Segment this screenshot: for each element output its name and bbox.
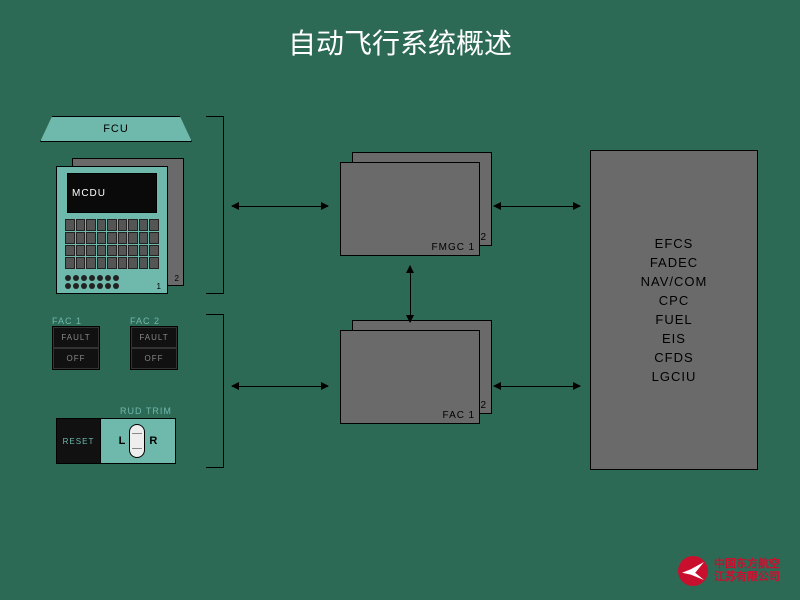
mcdu-screen: MCDU <box>67 173 157 213</box>
fmgc-index-1: 1 <box>468 242 475 253</box>
fac1-off: OFF <box>53 348 99 369</box>
company-logo: 中国东方航空 江苏有限公司 <box>678 556 780 586</box>
rud-trim-panel: RESET L R <box>56 418 176 464</box>
rud-trim-knob[interactable] <box>129 424 145 458</box>
bracket-top <box>206 116 224 294</box>
mcdu-keypad <box>65 219 159 269</box>
logo-line2: 江苏有限公司 <box>714 571 780 584</box>
arrow-mcdu-fmgc <box>232 206 328 207</box>
sys-fuel: FUEL <box>655 312 692 327</box>
mcdu-dots <box>65 275 119 289</box>
fac2-group: FAC 2 FAULT OFF <box>130 316 178 370</box>
arrow-fac-panel-fac <box>232 386 328 387</box>
rud-reset-button[interactable]: RESET <box>57 419 101 463</box>
rud-trim-label: RUD TRIM <box>120 406 172 416</box>
mcdu-unit-1: MCDU 1 <box>56 166 168 294</box>
sys-lgciu: LGCIU <box>652 369 697 384</box>
fac2-fault: FAULT <box>131 327 177 348</box>
bracket-bottom <box>206 314 224 468</box>
rud-trim-l: L <box>119 435 126 447</box>
rud-trim-knob-group: L R <box>101 424 175 458</box>
systems-box: EFCS FADEC NAV/COM CPC FUEL EIS CFDS LGC… <box>590 150 758 470</box>
fac-comp-index-2: 2 <box>480 400 487 411</box>
sys-cpc: CPC <box>659 293 689 308</box>
mcdu-index-1: 1 <box>157 282 161 291</box>
arrow-fac-sys <box>494 386 580 387</box>
fac1-button[interactable]: FAULT OFF <box>52 326 100 370</box>
fcu-panel: FCU <box>40 116 192 142</box>
sys-efcs: EFCS <box>655 236 694 251</box>
fmgc-label: FMGC <box>432 242 465 253</box>
arrow-fmgc-fac <box>410 266 411 322</box>
sys-eis: EIS <box>662 331 686 346</box>
logo-text: 中国东方航空 江苏有限公司 <box>714 558 780 584</box>
fac1-group: FAC 1 FAULT OFF <box>52 316 100 370</box>
sys-cfds: CFDS <box>654 350 693 365</box>
sys-navcom: NAV/COM <box>641 274 708 289</box>
mcdu-index-2: 2 <box>175 274 179 283</box>
fac2-label: FAC 2 <box>130 316 178 326</box>
fac1-label: FAC 1 <box>52 316 100 326</box>
fac-comp-unit-1: FAC 1 <box>340 330 480 424</box>
fac-comp-index-1: 1 <box>468 410 475 421</box>
fac-comp-label: FAC <box>443 410 465 421</box>
logo-icon <box>678 556 708 586</box>
fac2-off: OFF <box>131 348 177 369</box>
logo-line1: 中国东方航空 <box>714 558 780 571</box>
arrow-fmgc-sys <box>494 206 580 207</box>
fmgc-index-2: 2 <box>480 232 487 243</box>
fac1-fault: FAULT <box>53 327 99 348</box>
rud-trim-r: R <box>149 435 157 447</box>
sys-fadec: FADEC <box>650 255 698 270</box>
fac2-button[interactable]: FAULT OFF <box>130 326 178 370</box>
page-title: 自动飞行系统概述 <box>0 22 800 62</box>
fmgc-unit-1: FMGC 1 <box>340 162 480 256</box>
